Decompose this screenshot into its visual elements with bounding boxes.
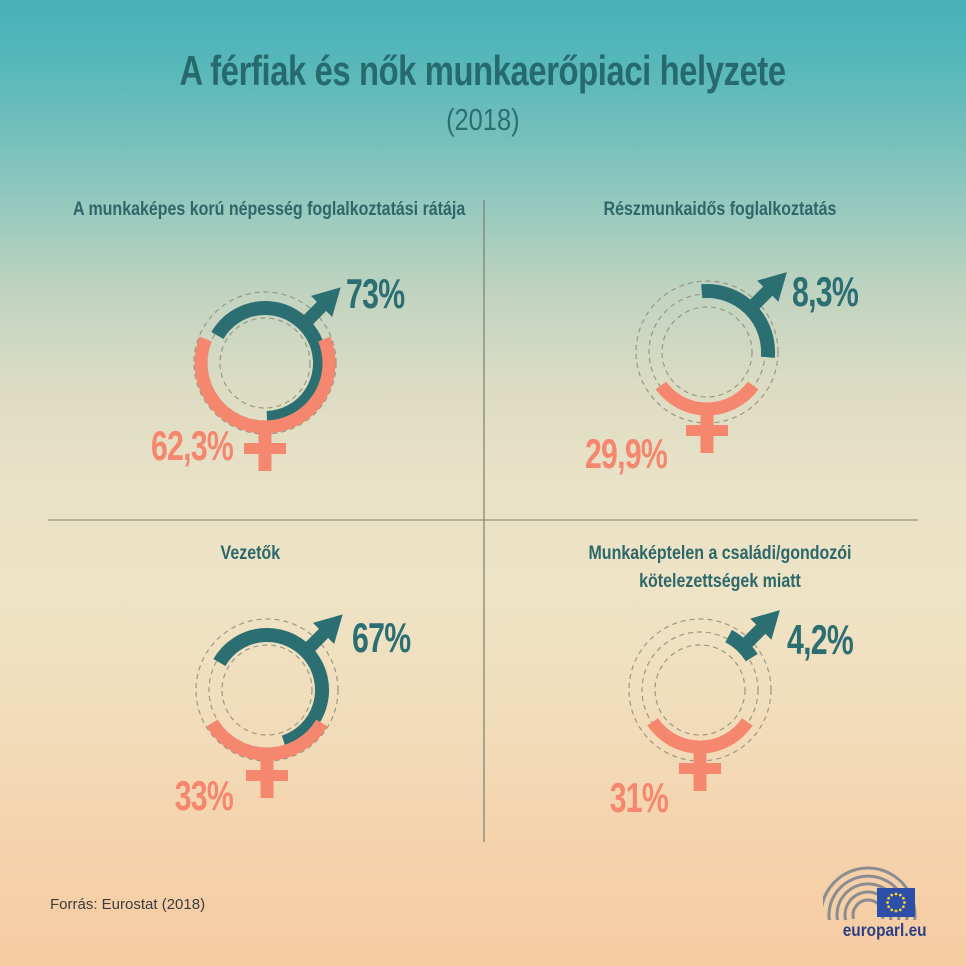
male-value-label: 73%	[346, 270, 405, 317]
dashed-guide-circle	[661, 306, 753, 398]
male-value-label: 4,2%	[787, 616, 854, 663]
female-cross-icon	[246, 770, 288, 781]
eu-star	[894, 909, 898, 913]
male-arrow-icon	[750, 610, 780, 640]
gender-gauge-chart	[628, 610, 780, 791]
eu-star	[887, 905, 891, 909]
dashed-guide-circle	[219, 317, 311, 409]
panel-title: Részmunkaidős foglalkoztatás	[603, 198, 837, 220]
panel-title: Vezetők	[220, 542, 280, 564]
panel-managers: Vezetők 67% 33%	[30, 525, 470, 855]
eu-star	[901, 905, 905, 909]
dashed-guide-circle	[654, 644, 746, 736]
female-value-label: 33%	[174, 772, 234, 819]
female-cross-icon	[244, 443, 286, 454]
gender-gauge-chart	[635, 272, 787, 453]
female-cross-icon	[686, 425, 728, 436]
eu-star	[890, 908, 894, 912]
gender-gauge-chart	[193, 287, 341, 471]
male-arc	[211, 301, 327, 425]
female-value-label: 31%	[609, 774, 669, 821]
panel-inactive-care-duties: Munkaképtelen a családi/gondozói kötelez…	[500, 525, 940, 855]
panel-part-time-employment: Részmunkaidős foglalkoztatás 8,3% 29,9%	[500, 195, 940, 525]
vertical-divider	[483, 200, 485, 842]
male-arrow-icon	[312, 614, 343, 645]
female-value-label: 29,9%	[584, 430, 668, 477]
header: A férfiak és nők munkaerőpiaci helyzete …	[0, 47, 966, 137]
gender-gauge-chart	[195, 614, 343, 798]
eu-star	[903, 901, 906, 904]
male-arrow-icon	[310, 287, 341, 318]
male-value-label: 8,3%	[792, 268, 859, 315]
eu-star	[898, 908, 902, 912]
european-parliament-logo-icon	[823, 866, 917, 920]
female-value-label: 62,3%	[150, 422, 234, 469]
eu-star	[901, 896, 905, 900]
panel-employment-rate: A munkaképes korú népesség foglalkoztatá…	[30, 195, 470, 525]
horizontal-divider	[48, 519, 918, 521]
page-title: A férfiak és nők munkaerőpiaci helyzete	[179, 47, 787, 94]
male-arrow-shaft	[743, 284, 775, 316]
male-arrow-shaft	[299, 626, 331, 658]
eu-star	[886, 901, 889, 904]
dashed-guide-circle	[221, 644, 313, 736]
female-cross-icon	[679, 763, 721, 774]
male-arrow-shaft	[297, 299, 329, 331]
eu-star	[890, 893, 894, 897]
eu-star	[887, 896, 891, 900]
male-arrow-icon	[757, 272, 787, 302]
panel-title: Munkaképtelen a családi/gondozói kötelez…	[588, 542, 852, 593]
eu-flag-icon	[877, 888, 915, 917]
page-subtitle-year: (2018)	[446, 102, 520, 137]
panel-title: A munkaképes korú népesség foglalkoztatá…	[73, 198, 466, 220]
source-text: Forrás: Eurostat (2018)	[50, 896, 206, 913]
eu-star	[894, 892, 898, 896]
europarl-url: europarl.eu	[843, 920, 927, 940]
eu-flag-rect	[877, 888, 915, 917]
male-arrow-shaft	[736, 622, 768, 654]
eu-star	[898, 893, 902, 897]
male-value-label: 67%	[352, 614, 411, 661]
